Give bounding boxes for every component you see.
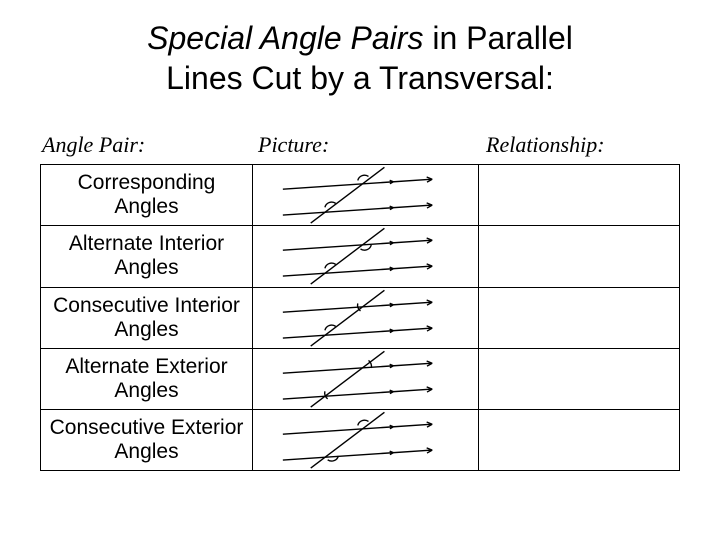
parallel-lines-icon (253, 165, 478, 225)
title-emphasis: Special Angle Pairs (147, 20, 423, 56)
title-rest1: in Parallel (423, 20, 572, 56)
header-relationship: Relationship: (482, 132, 684, 158)
table-row: Corresponding Angles (41, 165, 680, 226)
header-picture: Picture: (254, 132, 482, 158)
angle-pair-diagram (253, 348, 479, 409)
parallel-lines-icon (253, 410, 478, 470)
relationship-cell (479, 165, 680, 226)
angle-pair-diagram (253, 410, 479, 471)
relationship-cell (479, 226, 680, 287)
parallel-lines-icon (253, 288, 478, 348)
angle-pair-label: Corresponding Angles (41, 165, 253, 226)
angle-pair-diagram (253, 226, 479, 287)
angle-pair-diagram (253, 287, 479, 348)
relationship-cell (479, 287, 680, 348)
angle-pair-diagram (253, 165, 479, 226)
relationship-cell (479, 348, 680, 409)
relationship-cell (479, 410, 680, 471)
page-title: Special Angle Pairs in Parallel Lines Cu… (36, 18, 684, 98)
table-row: Consecutive Interior Angles (41, 287, 680, 348)
column-headers: Angle Pair: Picture: Relationship: (36, 132, 684, 158)
parallel-lines-icon (253, 349, 478, 409)
parallel-lines-icon (253, 226, 478, 286)
table-row: Alternate Exterior Angles (41, 348, 680, 409)
angle-pair-label: Alternate Interior Angles (41, 226, 253, 287)
title-line2: Lines Cut by a Transversal: (166, 60, 554, 96)
angle-pair-label: Consecutive Exterior Angles (41, 410, 253, 471)
angle-pair-label: Alternate Exterior Angles (41, 348, 253, 409)
header-angle-pair: Angle Pair: (36, 132, 254, 158)
angle-pairs-table: Corresponding Angles Alternate Interior … (40, 164, 680, 471)
table-row: Alternate Interior Angles (41, 226, 680, 287)
table-row: Consecutive Exterior Angles (41, 410, 680, 471)
angle-pair-label: Consecutive Interior Angles (41, 287, 253, 348)
